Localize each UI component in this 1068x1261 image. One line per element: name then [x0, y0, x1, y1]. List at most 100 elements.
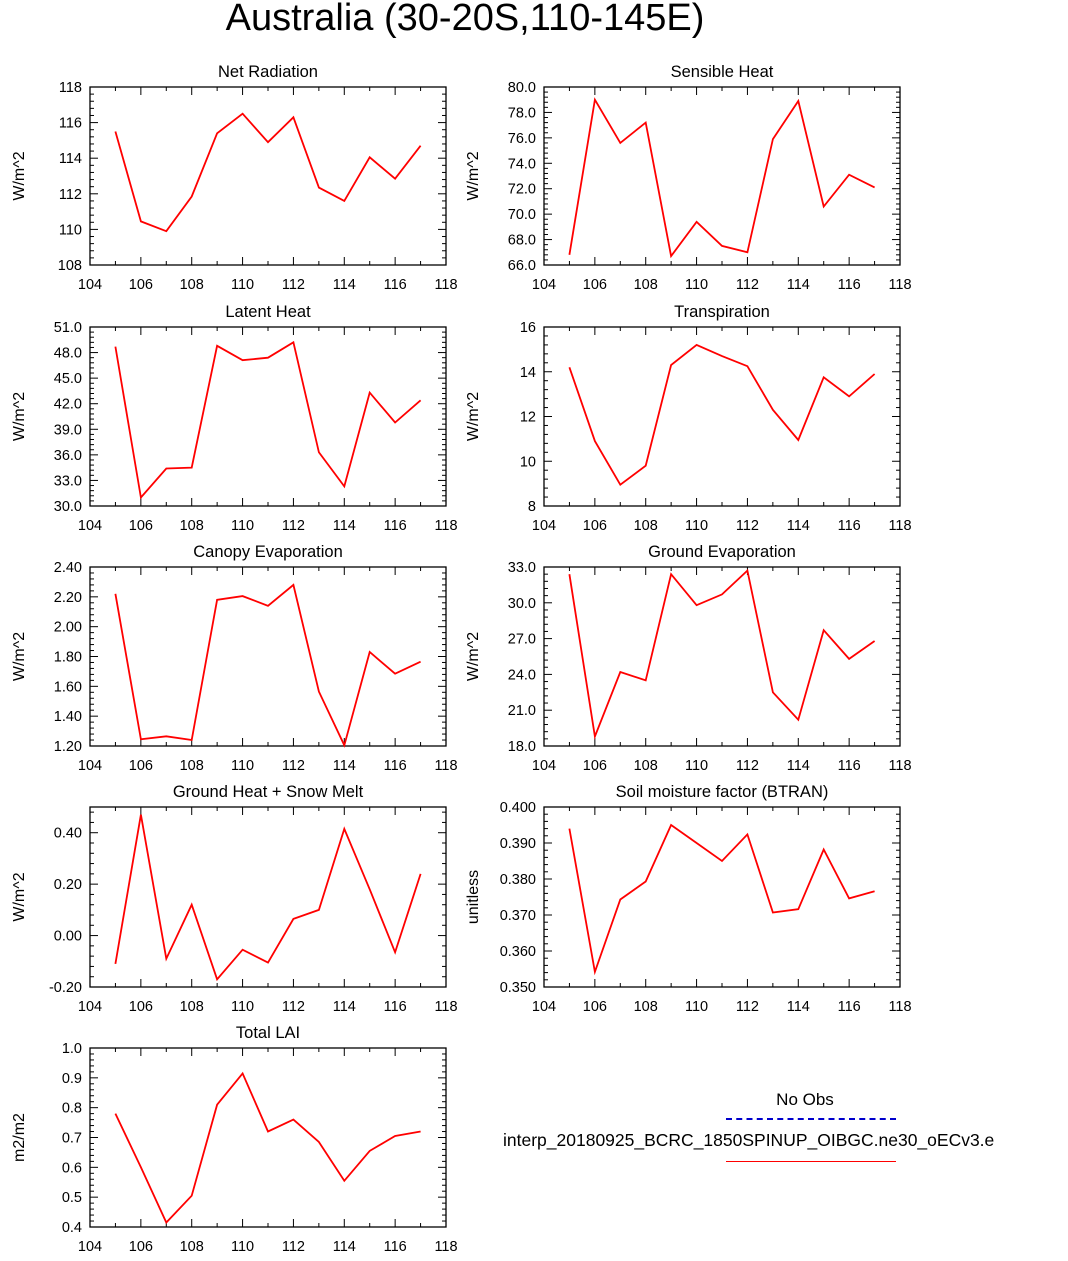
y-tick-label: 68.0: [508, 233, 536, 249]
y-tick-label: 1.0: [62, 1041, 82, 1057]
y-tick-label: 1.40: [54, 709, 82, 725]
x-tick-label: 116: [384, 277, 407, 293]
x-tick-label: 116: [838, 277, 861, 293]
x-tick-label: 116: [838, 999, 861, 1015]
series-line: [114, 112, 422, 233]
y-tick-label: 2.00: [54, 620, 82, 636]
chart-title: Ground Evaporation: [648, 543, 796, 561]
y-tick-label: 114: [59, 151, 82, 167]
y-tick-label: 42.0: [54, 397, 82, 413]
y-tick-label: 0.390: [500, 836, 536, 852]
x-tick-label: 118: [434, 999, 457, 1015]
x-tick-label: 118: [434, 277, 457, 293]
page-title: Australia (30-20S,110-145E): [225, 0, 705, 39]
x-tick-label: 118: [888, 277, 911, 293]
y-tick-label: 24.0: [508, 667, 536, 683]
y-axis-label: W/m^2: [11, 151, 28, 200]
x-tick-label: 116: [384, 999, 407, 1015]
x-tick-label: 112: [736, 518, 759, 534]
x-tick-label: 116: [384, 518, 407, 534]
x-tick-label: 114: [333, 758, 356, 774]
chart-panel: Ground Heat + Snow Melt 104 106 108 110 112 11…: [11, 783, 458, 1015]
series-line: [114, 583, 421, 748]
y-tick-label: 116: [59, 116, 82, 132]
x-tick-label: 110: [685, 277, 708, 293]
x-tick-label: 112: [282, 1239, 305, 1255]
y-axis-label: W/m^2: [465, 392, 482, 441]
chart-panel: Canopy Evaporation 104 106 108 110 112 114 116 1…: [11, 543, 458, 774]
x-tick-label: 110: [685, 999, 708, 1015]
y-tick-label: -0.20: [49, 980, 82, 996]
x-tick-label: 110: [231, 1239, 254, 1255]
y-tick-label: 0.7: [62, 1131, 82, 1147]
y-tick-label: 39.0: [54, 422, 82, 438]
x-tick-label: 108: [634, 999, 658, 1015]
y-tick-label: 110: [59, 222, 82, 238]
series-line: [114, 814, 422, 982]
x-tick-label: 114: [333, 277, 356, 293]
chart-panel: Ground Evaporation 104 106 108 110 112 114 116 1…: [465, 543, 912, 774]
y-tick-label: 27.0: [508, 632, 536, 648]
y-tick-label: 30.0: [54, 499, 82, 515]
y-tick-label: 2.20: [54, 590, 82, 606]
x-tick-label: 106: [129, 999, 153, 1015]
x-tick-label: 112: [282, 758, 305, 774]
y-tick-label: 0.350: [500, 980, 536, 996]
series-line: [114, 340, 422, 500]
chart-title: Sensible Heat: [671, 63, 774, 81]
x-tick-label: 114: [787, 277, 810, 293]
x-tick-label: 106: [129, 277, 153, 293]
x-tick-label: 108: [180, 758, 204, 774]
y-tick-label: 10: [520, 454, 536, 470]
chart-title: Net Radiation: [218, 63, 318, 81]
chart-title: Ground Heat + Snow Melt: [173, 783, 364, 801]
chart-panel: Net Radiation 104 106 108 110 112 114 116 118 108…: [11, 63, 458, 293]
y-tick-label: 118: [59, 80, 82, 96]
y-tick-label: 0.370: [500, 908, 536, 924]
y-tick-label: 0.360: [500, 944, 536, 960]
x-tick-label: 106: [583, 518, 607, 534]
x-tick-label: 116: [838, 758, 861, 774]
y-tick-label: 0.9: [62, 1071, 82, 1087]
x-tick-label: 112: [736, 758, 759, 774]
x-tick-label: 108: [180, 999, 204, 1015]
y-tick-label: 12: [520, 410, 536, 426]
x-tick-label: 116: [384, 758, 407, 774]
y-axis-label: W/m^2: [465, 632, 482, 681]
x-tick-label: 104: [78, 1239, 102, 1255]
plot-frame: [543, 86, 901, 266]
chart-title: Transpiration: [674, 303, 770, 321]
y-tick-label: 70.0: [508, 207, 536, 223]
series-line: [568, 343, 876, 487]
series-line: [568, 823, 875, 976]
plot-frame: [89, 326, 447, 507]
x-tick-label: 112: [282, 277, 305, 293]
y-axis-label: unitless: [465, 870, 482, 924]
y-tick-label: 2.40: [54, 560, 82, 576]
y-tick-label: 0.8: [62, 1101, 82, 1117]
x-tick-label: 118: [888, 518, 911, 534]
x-tick-label: 114: [787, 758, 810, 774]
y-tick-label: 1.80: [54, 650, 82, 666]
x-tick-label: 114: [333, 1239, 356, 1255]
x-tick-label: 106: [583, 999, 607, 1015]
x-tick-label: 112: [282, 518, 305, 534]
x-tick-label: 106: [583, 758, 607, 774]
y-tick-label: 0.40: [54, 826, 82, 842]
chart-panel: Transpiration 104 106 108 110 112 114 116 118 8 10…: [465, 303, 912, 534]
chart-title: Canopy Evaporation: [193, 543, 343, 561]
x-tick-label: 114: [787, 999, 810, 1015]
y-tick-label: 14: [520, 365, 536, 381]
y-tick-label: 36.0: [54, 448, 82, 464]
x-tick-label: 110: [231, 999, 254, 1015]
y-tick-label: 30.0: [508, 596, 536, 612]
y-tick-label: 0.20: [54, 877, 82, 893]
chart-title: Latent Heat: [225, 303, 311, 321]
x-tick-label: 116: [838, 518, 861, 534]
x-tick-label: 104: [78, 999, 102, 1015]
x-tick-label: 106: [129, 758, 153, 774]
y-tick-label: 0.5: [62, 1190, 82, 1206]
y-tick-label: 0.400: [500, 800, 536, 816]
x-tick-label: 118: [888, 758, 911, 774]
